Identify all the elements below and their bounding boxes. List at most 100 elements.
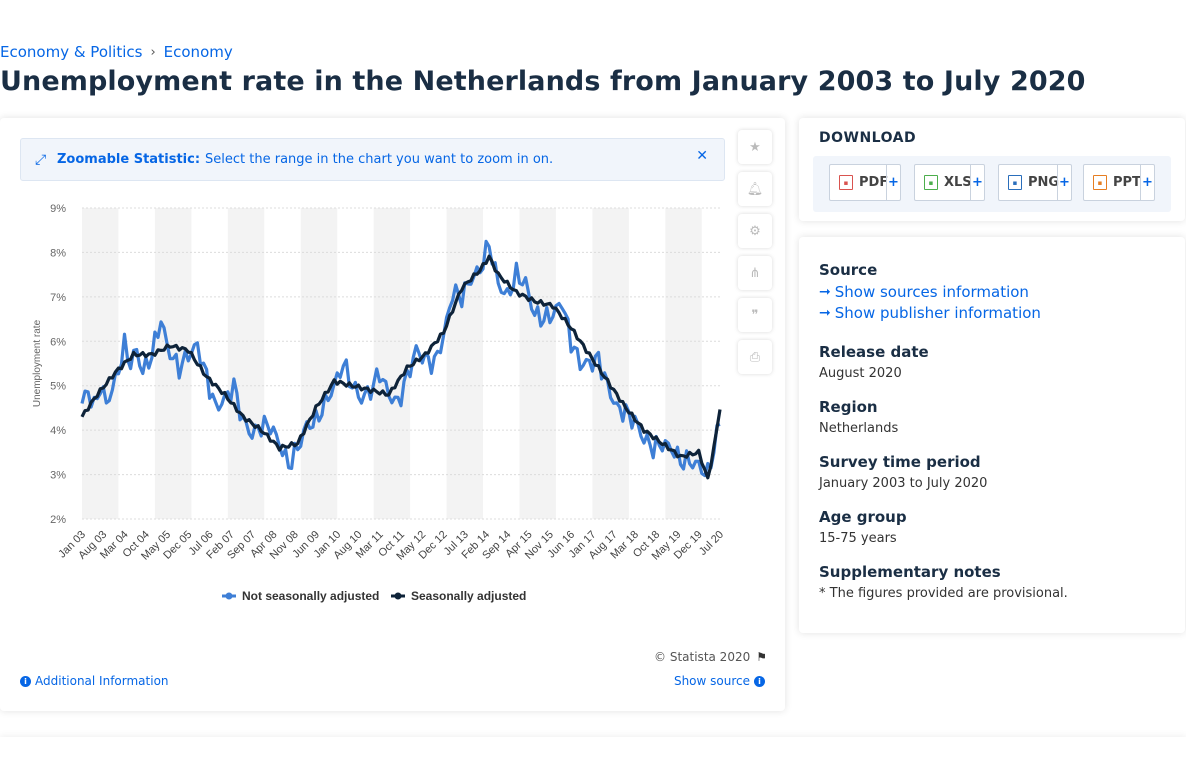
release-date-block: Release date August 2020: [819, 343, 929, 381]
year-band: [519, 208, 556, 519]
close-icon[interactable]: ✕: [696, 148, 708, 164]
year-band: [592, 208, 629, 519]
download-pdf-button[interactable]: ▪ PDF +: [829, 164, 901, 201]
show-source-link[interactable]: Show source i: [674, 674, 765, 688]
year-band: [154, 208, 192, 519]
pdf-file-icon: ▪: [839, 175, 853, 190]
bell-icon: 🔔︎: [746, 181, 764, 197]
year-band: [373, 208, 411, 519]
chart-copyright: © Statista 2020 ⚑: [654, 650, 767, 664]
source-block: Source ➞ Show sources information ➞ Show…: [819, 261, 1041, 322]
region-value: Netherlands: [819, 421, 899, 436]
chart-card: ⤢ Zoomable Statistic: Select the range i…: [0, 118, 785, 711]
info-icon: i: [754, 675, 765, 687]
y-tick-label: 6%: [50, 336, 66, 348]
png-file-icon: ▪: [1008, 175, 1022, 190]
survey-period-value: January 2003 to July 2020: [819, 476, 988, 491]
gear-icon: ⚙: [749, 223, 761, 239]
download-xls-label: XLS: [944, 175, 972, 190]
legend-label: Not seasonally adjusted: [242, 589, 379, 603]
breadcrumb-item-economy[interactable]: Economy: [163, 43, 233, 61]
age-group-label: Age group: [819, 508, 907, 526]
xls-file-icon: ▪: [924, 175, 938, 190]
breadcrumb-item-economy-politics[interactable]: Economy & Politics: [0, 43, 143, 61]
region-block: Region Netherlands: [819, 398, 898, 436]
download-card: DOWNLOAD ▪ PDF + ▪ XLS + ▪ PNG + ▪ PPT +: [799, 118, 1185, 221]
zoom-banner: ⤢ Zoomable Statistic: Select the range i…: [20, 138, 725, 181]
ppt-file-icon: ▪: [1093, 175, 1107, 190]
show-publisher-label: Show publisher information: [834, 304, 1041, 322]
show-source-label: Show source: [673, 674, 750, 688]
supplementary-notes-label: Supplementary notes: [819, 563, 1001, 581]
breadcrumb: Economy & Politics › Economy: [0, 43, 233, 61]
y-tick-label: 2%: [50, 514, 66, 526]
arrow-right-icon: ➞: [819, 284, 831, 300]
legend-label: Seasonally adjusted: [411, 589, 526, 603]
show-sources-link[interactable]: ➞ Show sources information: [819, 283, 1041, 301]
arrow-right-icon: ➞: [819, 305, 831, 321]
quote-icon: ❞: [751, 307, 759, 323]
region-label: Region: [819, 398, 878, 416]
plus-icon[interactable]: +: [970, 165, 984, 200]
show-sources-label: Show sources information: [834, 283, 1029, 301]
settings-button[interactable]: ⚙: [738, 214, 772, 248]
source-label: Source: [819, 261, 878, 279]
download-png-button[interactable]: ▪ PNG +: [998, 164, 1072, 201]
info-icon: i: [20, 675, 31, 687]
download-xls-button[interactable]: ▪ XLS +: [914, 164, 985, 201]
download-png-label: PNG: [1028, 175, 1060, 190]
y-tick-label: 4%: [50, 425, 66, 437]
y-tick-label: 7%: [50, 292, 66, 304]
download-ppt-button[interactable]: ▪ PPT +: [1083, 164, 1155, 201]
zoom-banner-title: Zoomable Statistic:: [57, 152, 201, 167]
series-line-seasonally-adjusted: [80, 254, 722, 480]
year-band: [82, 208, 119, 519]
y-tick-label: 3%: [50, 470, 66, 482]
y-axis-label: Unemployment rate: [32, 319, 43, 407]
additional-info-link[interactable]: i Additional Information: [20, 674, 169, 688]
plus-icon[interactable]: +: [1057, 165, 1071, 200]
release-date-label: Release date: [819, 343, 929, 361]
legend-swatch-marker: [394, 592, 402, 600]
show-publisher-link[interactable]: ➞ Show publisher information: [819, 304, 1041, 322]
notify-button[interactable]: 🔔︎: [738, 172, 772, 206]
expand-icon: ⤢: [35, 151, 47, 168]
flag-icon[interactable]: ⚑: [756, 650, 767, 664]
print-button[interactable]: ⎙: [738, 340, 772, 374]
download-pdf-label: PDF: [859, 175, 889, 190]
year-band: [665, 208, 702, 519]
supplementary-notes-block: Supplementary notes * The figures provid…: [819, 563, 1068, 601]
share-button[interactable]: ⋔: [738, 256, 772, 290]
favorite-button[interactable]: ★: [738, 130, 772, 164]
print-icon: ⎙: [749, 349, 761, 365]
share-icon: ⋔: [749, 265, 761, 281]
download-buttons-row: ▪ PDF + ▪ XLS + ▪ PNG + ▪ PPT +: [813, 156, 1171, 212]
y-tick-label: 9%: [50, 203, 66, 215]
chevron-right-icon: ›: [150, 44, 156, 60]
legend-swatch-marker: [225, 592, 233, 600]
additional-info-label: Additional Information: [35, 674, 169, 688]
year-band: [446, 208, 484, 519]
supplementary-notes-value: * The figures provided are provisional.: [819, 586, 1068, 601]
survey-period-block: Survey time period January 2003 to July …: [819, 453, 987, 491]
download-ppt-label: PPT: [1113, 175, 1141, 190]
plus-icon[interactable]: +: [1140, 165, 1154, 200]
star-icon: ★: [749, 139, 761, 155]
bottom-strip: [0, 737, 1186, 760]
cite-button[interactable]: ❞: [738, 298, 772, 332]
side-toolbar: ★ 🔔︎ ⚙ ⋔ ❞ ⎙: [738, 130, 772, 382]
page-title: Unemployment rate in the Netherlands fro…: [0, 66, 1086, 97]
x-tick-label: Jul 20: [697, 529, 726, 558]
year-band: [227, 208, 265, 519]
age-group-block: Age group 15-75 years: [819, 508, 907, 546]
age-group-value: 15-75 years: [819, 531, 897, 546]
survey-period-label: Survey time period: [819, 453, 981, 471]
series-line-not-seasonally-adjusted: [80, 239, 721, 478]
release-date-value: August 2020: [819, 366, 902, 381]
year-band: [300, 208, 338, 519]
y-tick-label: 5%: [50, 381, 66, 393]
download-title: DOWNLOAD: [819, 130, 917, 146]
plus-icon[interactable]: +: [886, 165, 900, 200]
zoom-banner-text: Select the range in the chart you want t…: [205, 152, 554, 167]
